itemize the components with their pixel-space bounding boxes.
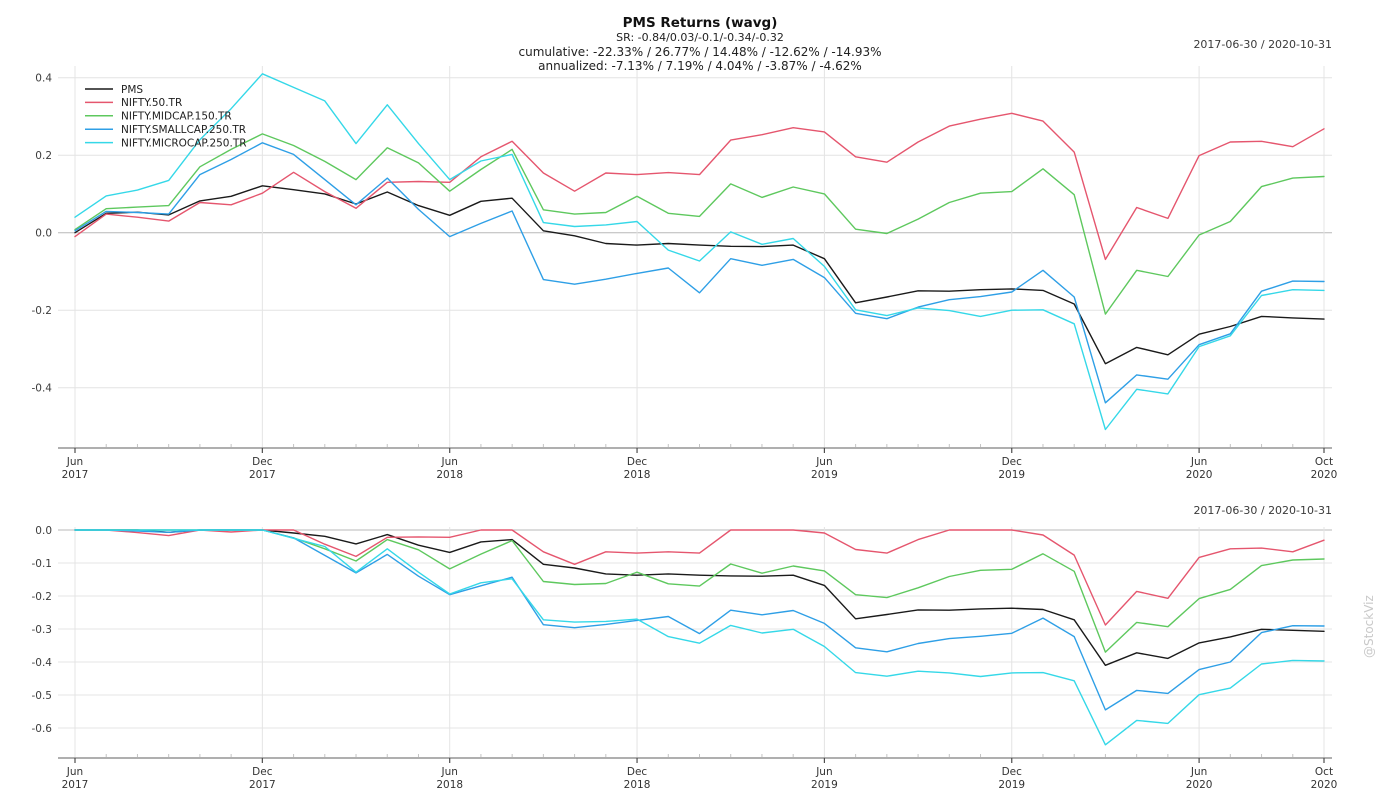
legend-label-nifty-smallcap-250-tr: NIFTY.SMALLCAP.250.TR [121,124,246,136]
x-tick-label: 2018 [436,469,463,481]
x-tick-label: Jun [1190,766,1207,778]
x-tick-label: 2019 [998,469,1025,481]
chart-header: PMS Returns (wavg) SR: -0.84/0.03/-0.1/-… [0,15,1400,73]
y-tick-label: 0.2 [35,150,52,162]
subtitle-annualized-returns: annualized: -7.13% / 7.19% / 4.04% / -3.… [538,59,862,73]
y-tick-label: -0.6 [32,723,53,735]
series-line-nifty-50-tr [74,112,1325,261]
y-tick-label: -0.5 [32,690,53,702]
legend-label-nifty-microcap-250-tr: NIFTY.MICROCAP.250.TR [121,137,247,149]
y-tick-label: -0.4 [32,657,53,669]
series-line-nifty-midcap-150-tr [74,133,1325,315]
x-tick-label: Dec [252,766,273,778]
series-line-nifty-microcap-250-tr [74,73,1325,431]
x-tick-label: Jun [440,456,457,468]
series-line-pms [74,185,1325,365]
x-tick-label: 2017 [62,469,89,481]
legend-label-nifty-50-tr: NIFTY.50.TR [121,97,182,109]
watermark: @StockViz [1362,595,1376,658]
x-tick-label: 2017 [249,469,276,481]
y-tick-label: 0.0 [35,525,52,537]
x-tick-label: 2018 [624,779,651,791]
y-tick-label: -0.3 [32,624,53,636]
x-tick-label: Oct [1315,766,1333,778]
x-tick-label: 2019 [998,779,1025,791]
x-tick-label: Jun [815,456,832,468]
x-tick-label: Dec [1002,456,1023,468]
series-line-nifty-50-tr [74,529,1325,626]
x-tick-label: 2019 [811,779,838,791]
y-tick-label: -0.1 [32,558,53,570]
y-tick-label: 0.4 [35,73,52,85]
legend-label-pms: PMS [121,84,143,96]
x-tick-label: Dec [1002,766,1023,778]
x-tick-label: Jun [66,456,83,468]
x-tick-label: 2020 [1186,779,1213,791]
series-line-nifty-smallcap-250-tr [74,142,1325,404]
x-tick-label: 2018 [624,469,651,481]
x-tick-label: Dec [627,766,648,778]
x-tick-label: Jun [1190,456,1207,468]
x-tick-label: 2020 [1311,469,1338,481]
y-tick-label: -0.2 [32,591,53,603]
y-tick-label: -0.2 [32,305,53,317]
top-panel-date-range: 2017-06-30 / 2020-10-31 [1193,38,1332,51]
series-line-pms [74,529,1325,666]
x-tick-label: 2020 [1311,779,1338,791]
subtitle-sharpe-ratios: SR: -0.84/0.03/-0.1/-0.34/-0.32 [616,31,784,44]
x-tick-label: Oct [1315,456,1333,468]
x-tick-label: 2017 [62,779,89,791]
x-tick-label: 2017 [249,779,276,791]
x-tick-label: Jun [66,766,83,778]
subtitle-cumulative-returns: cumulative: -22.33% / 26.77% / 14.48% / … [518,45,882,59]
bottom-panel-date-range: 2017-06-30 / 2020-10-31 [1193,504,1332,517]
x-tick-label: Jun [815,766,832,778]
x-tick-label: Jun [440,766,457,778]
x-tick-label: Dec [627,456,648,468]
y-tick-label: 0.0 [35,228,52,240]
x-tick-label: 2019 [811,469,838,481]
series-line-nifty-microcap-250-tr [74,529,1325,746]
page-title: PMS Returns (wavg) [622,15,778,31]
legend-label-nifty-midcap-150-tr: NIFTY.MIDCAP.150.TR [121,111,232,123]
x-tick-label: Dec [252,456,273,468]
y-tick-label: -0.4 [32,383,53,395]
x-tick-label: 2018 [436,779,463,791]
x-tick-label: 2020 [1186,469,1213,481]
